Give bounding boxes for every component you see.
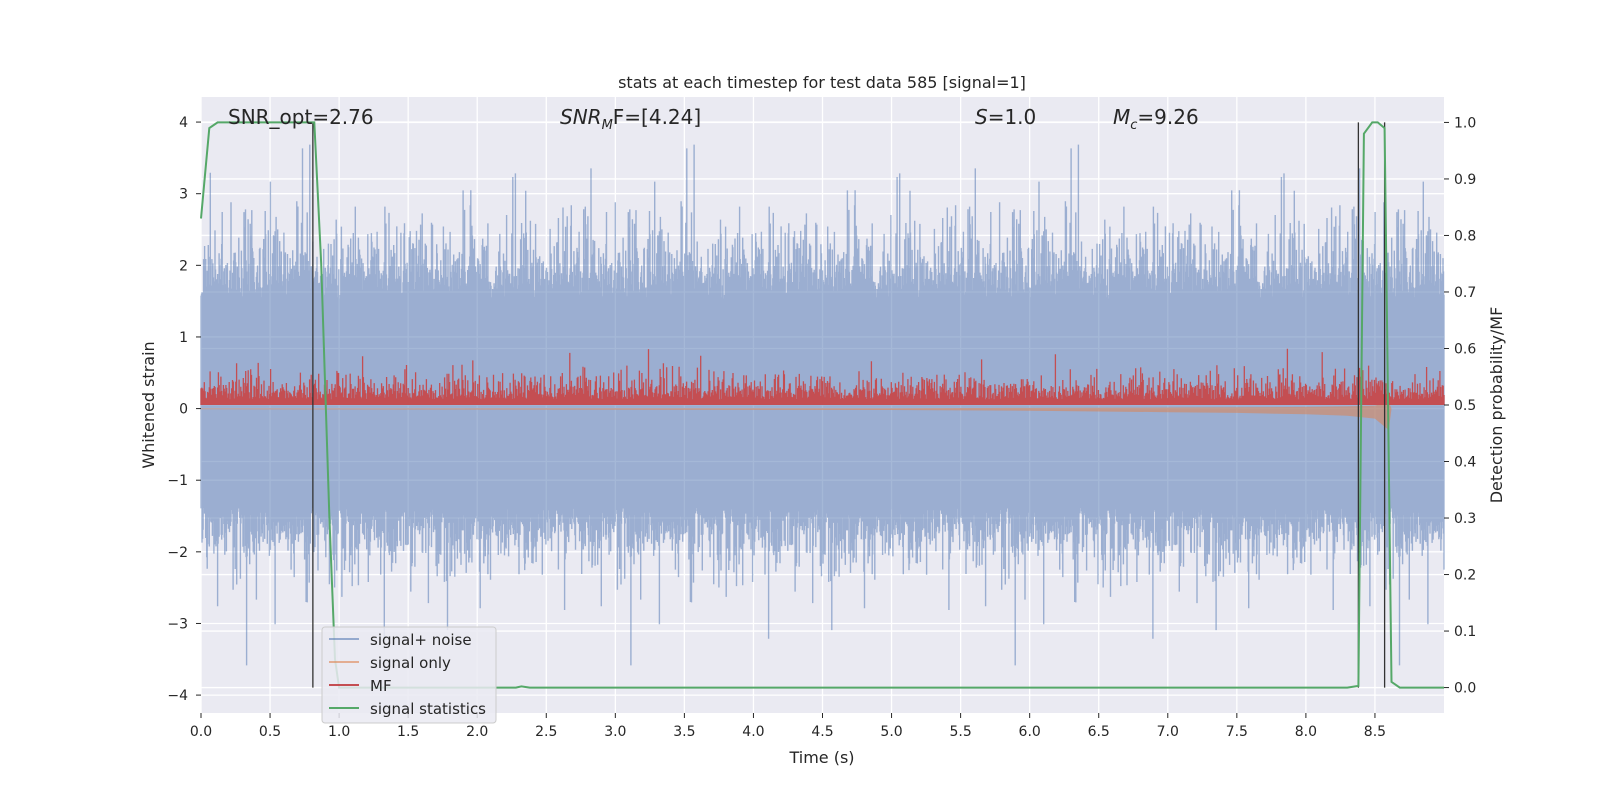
mc-symbol: M: [1113, 105, 1130, 129]
y-left-tick-label: 4: [179, 115, 188, 131]
s-value: =1.0: [988, 105, 1037, 129]
y-right-tick-label: 1.0: [1454, 115, 1476, 131]
chart-title: stats at each timestep for test data 585…: [618, 73, 1026, 92]
y-left-tick-label: 1: [179, 330, 188, 346]
series-mf: [200, 348, 1445, 405]
y-right-tick-label: 0.6: [1454, 341, 1476, 357]
y-right-tick-label: 0.2: [1454, 568, 1476, 584]
x-tick-label: 6.0: [1019, 724, 1041, 740]
x-tick-label: 3.5: [673, 724, 695, 740]
y-left-tick-label: 2: [179, 258, 188, 274]
x-tick-label: 1.5: [397, 724, 419, 740]
snr-mf-annotation: SNRMF=[4.24]: [560, 105, 701, 133]
x-tick-label: 8.5: [1364, 724, 1386, 740]
y-right-tick-label: 0.0: [1454, 681, 1476, 697]
x-tick-label: 0.5: [259, 724, 281, 740]
y-axis-right-ticks: 1.0 0.9 0.8 0.7 0.6 0.5 0.4 0.3 0.2 0.1 0.0: [1444, 115, 1476, 697]
legend-label-signal-noise: signal+ noise: [370, 631, 472, 649]
y-right-tick-label: 0.1: [1454, 624, 1476, 640]
x-tick-label: 5.0: [880, 724, 902, 740]
y-left-tick-label: 3: [179, 187, 188, 203]
y-axis-left-label: Whitened strain: [139, 341, 158, 468]
s-annotation: S=1.0: [975, 105, 1036, 129]
x-axis-label: Time (s): [788, 748, 854, 767]
legend-label-mf: MF: [370, 677, 392, 695]
y-right-tick-label: 0.9: [1454, 172, 1476, 188]
s-symbol: S: [975, 105, 988, 129]
legend-label-signal-statistics: signal statistics: [370, 700, 486, 718]
plot-area: [200, 121, 1445, 689]
mc-subscript: c: [1130, 118, 1137, 133]
series-signal-only: [201, 402, 1392, 431]
legend-label-signal-only: signal only: [370, 654, 451, 672]
x-tick-label: 2.5: [535, 724, 557, 740]
y-left-tick-label: −3: [167, 616, 188, 632]
y-left-tick-label: −2: [167, 545, 188, 561]
x-tick-label: 7.5: [1226, 724, 1248, 740]
x-tick-label: 5.5: [949, 724, 971, 740]
legend-box: [321, 626, 497, 724]
x-tick-label: 7.0: [1157, 724, 1179, 740]
x-axis-ticks: 0.0 0.5 1.0 1.5 2.0 2.5 3.0 3.5 4.0 4.5 5.0 5.5 6.0 6…: [190, 713, 1386, 740]
y-right-tick-label: 0.4: [1454, 455, 1476, 471]
snr-mf-prefix: SNR: [560, 105, 602, 129]
x-tick-label: 0.0: [190, 724, 212, 740]
snr-mf-suffix: F=[4.24]: [613, 105, 701, 129]
y-right-tick-label: 0.3: [1454, 511, 1476, 527]
mc-annotation: Mc=9.26: [1113, 105, 1199, 133]
x-tick-label: 8.0: [1295, 724, 1317, 740]
legend: signal+ noise signal only MF signal stat…: [321, 626, 497, 724]
x-tick-label: 4.0: [742, 724, 764, 740]
snr-opt-annotation: SNR_opt=2.76: [228, 105, 374, 129]
x-tick-label: 6.5: [1088, 724, 1110, 740]
y-right-tick-label: 0.5: [1454, 398, 1476, 414]
x-tick-label: 2.0: [466, 724, 488, 740]
y-left-tick-label: 0: [179, 402, 188, 418]
y-right-tick-label: 0.8: [1454, 228, 1476, 244]
snr-mf-subscript: M: [602, 118, 613, 133]
x-tick-label: 3.0: [604, 724, 626, 740]
y-axis-right-label: Detection probability/MF: [1487, 307, 1506, 504]
y-left-tick-label: −4: [167, 688, 188, 704]
x-tick-label: 4.5: [811, 724, 833, 740]
y-axis-left-ticks: 4 3 2 1 0 −1 −2 −3 −4: [167, 115, 201, 704]
series-signal-statistics: [200, 121, 1444, 689]
y-left-tick-label: −1: [167, 473, 188, 489]
y-right-tick-label: 0.7: [1454, 285, 1476, 301]
mc-value: =9.26: [1137, 105, 1198, 129]
x-tick-label: 1.0: [328, 724, 350, 740]
